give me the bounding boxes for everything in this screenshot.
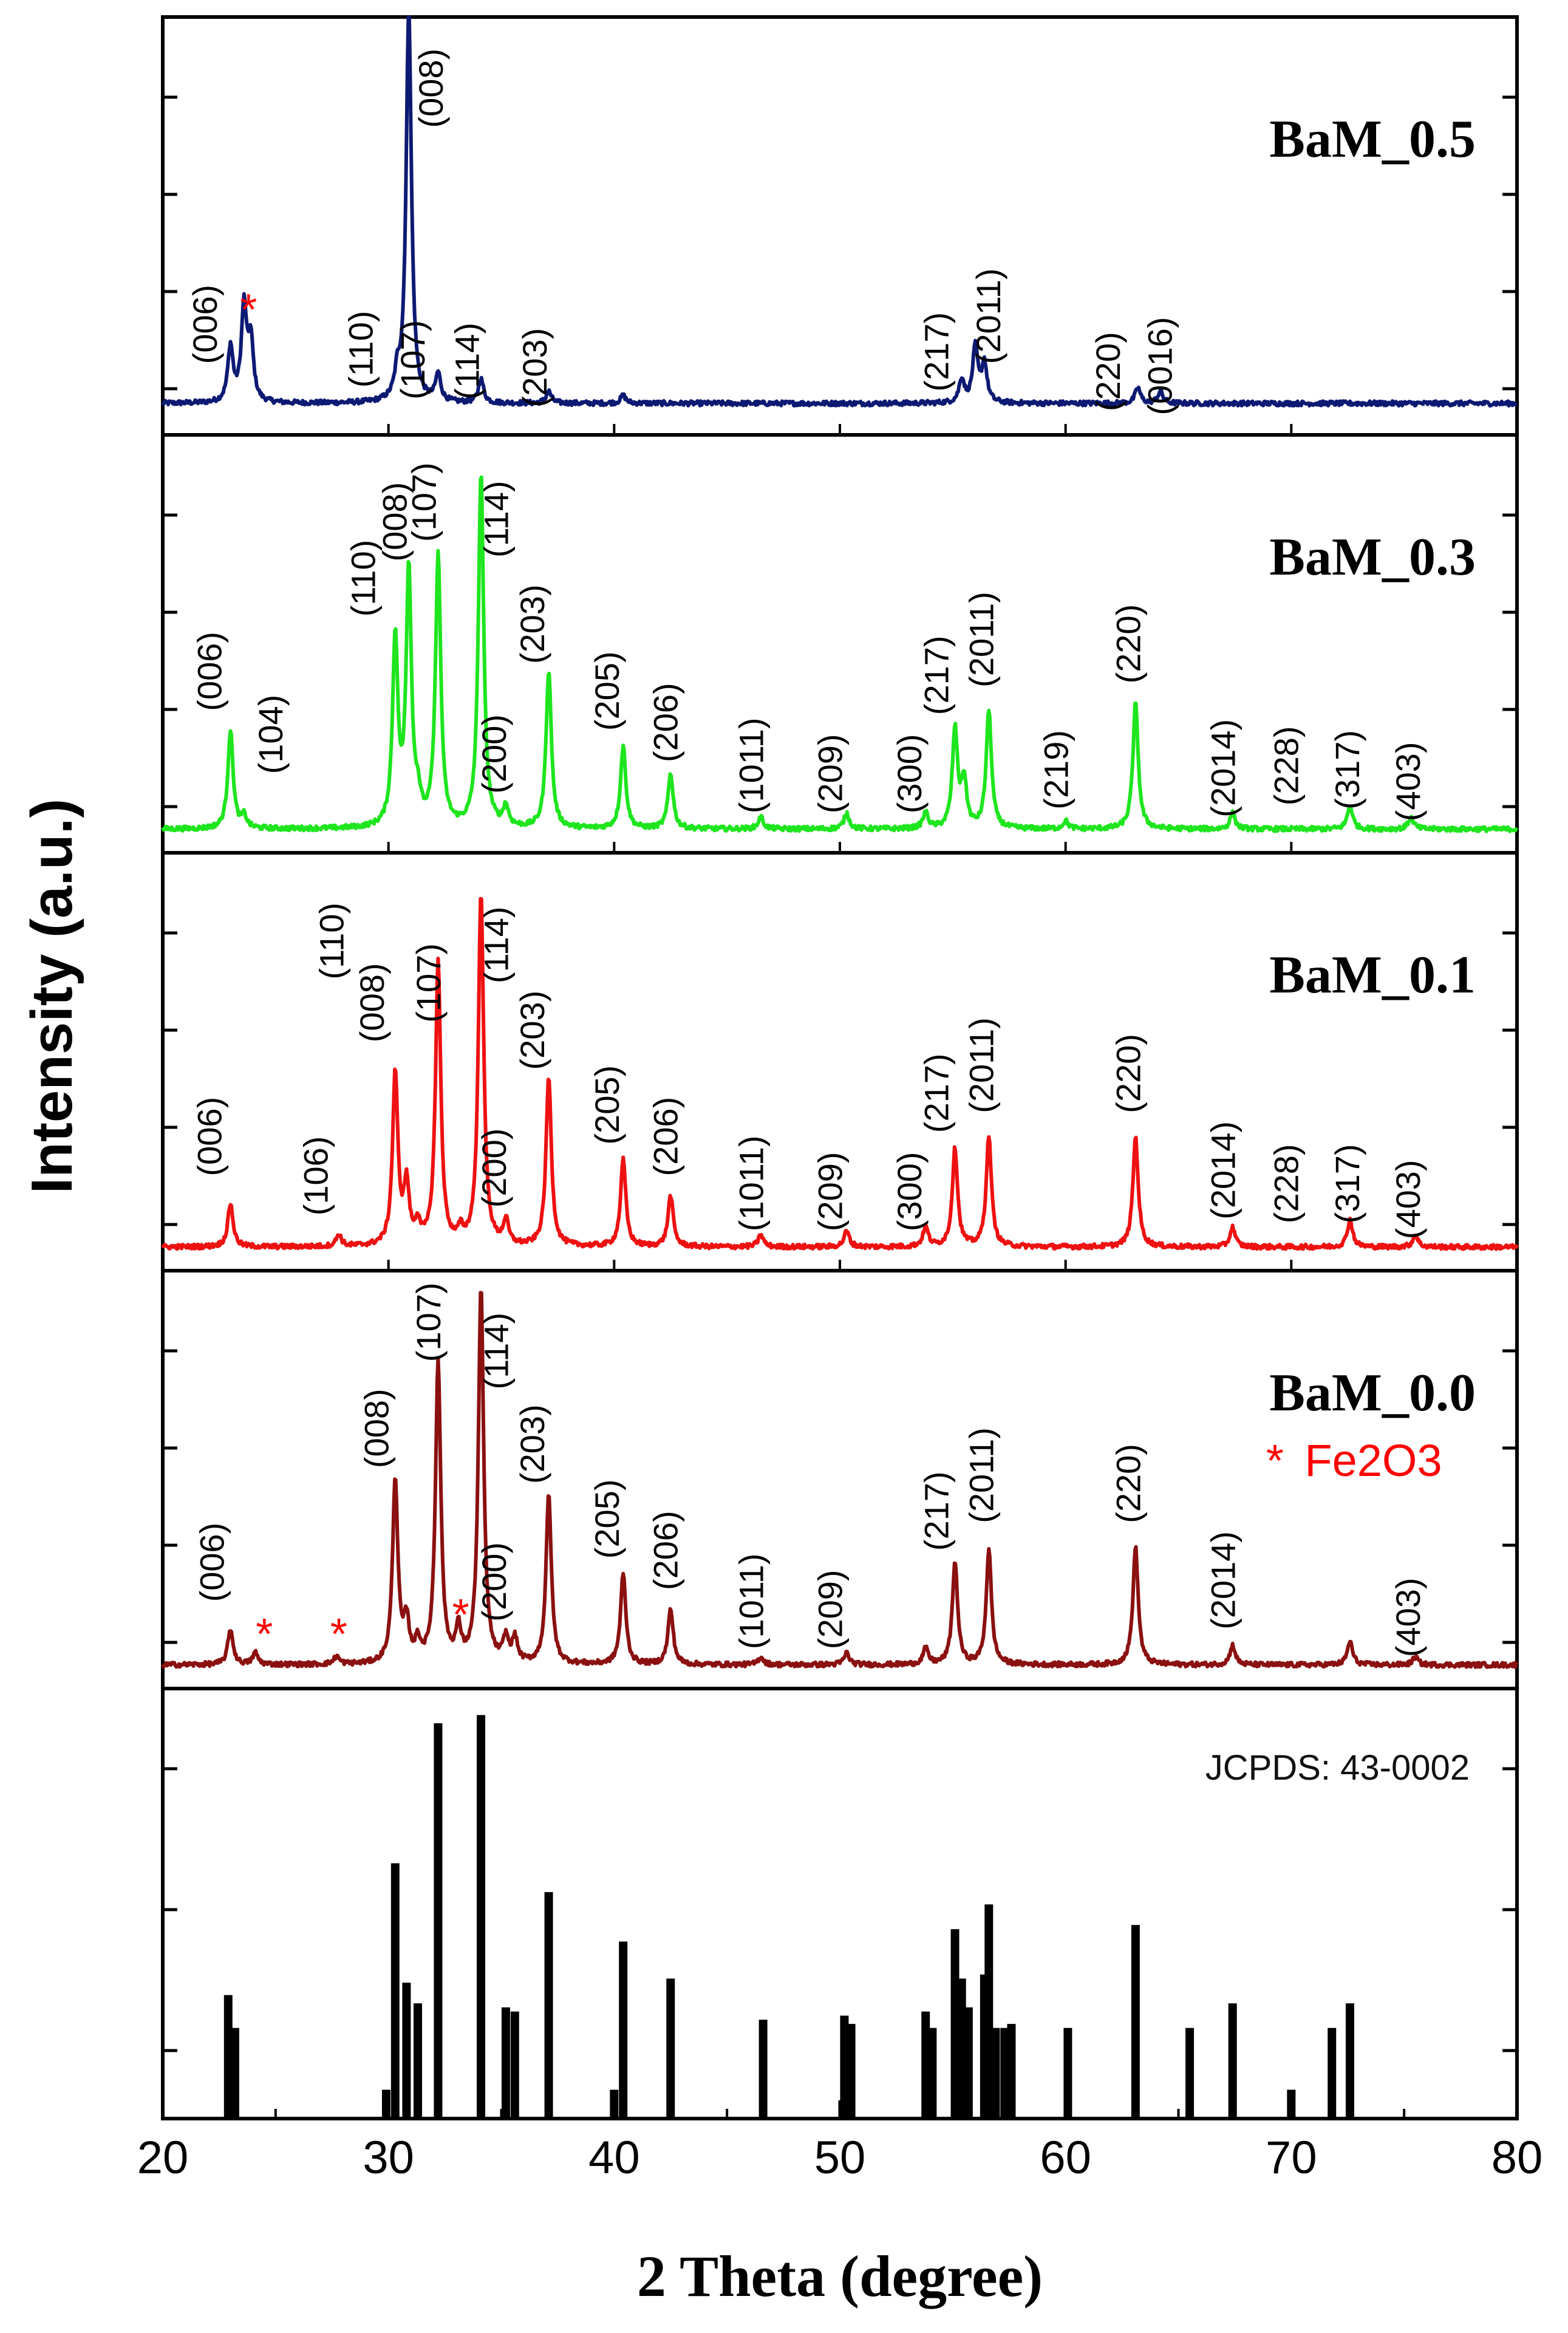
x-tick-label: 50 (814, 2132, 866, 2184)
miller-index-label: (114) (477, 480, 516, 558)
miller-index-label: (008) (412, 49, 450, 128)
miller-index-label: (1011) (732, 1553, 771, 1649)
miller-index-label: (008) (375, 482, 414, 562)
miller-index-label: (104) (251, 695, 290, 774)
fe2o3-marker: * (240, 286, 257, 335)
miller-index-label: (203) (513, 1404, 551, 1484)
x-tick-label: 30 (363, 2132, 414, 2184)
xrd-trace-bam01 (161, 897, 1519, 1251)
y-axis-title: Intensity (a.u.) (19, 799, 84, 1194)
miller-index-label: (006) (191, 1097, 229, 1177)
reference-pattern (223, 1715, 1354, 2119)
miller-index-label: (317) (1328, 1144, 1366, 1223)
miller-index-label: (317) (1328, 730, 1366, 810)
miller-index-label: (217) (917, 312, 955, 392)
x-tick-label: 20 (137, 2132, 189, 2184)
miller-index-label: (300) (890, 734, 929, 813)
y-ticks-left (163, 95, 177, 2052)
miller-index-label: (203) (513, 991, 551, 1070)
miller-index-label: (206) (646, 1511, 684, 1590)
miller-index-label: (217) (917, 1471, 955, 1551)
miller-index-label: (220) (1089, 332, 1127, 411)
miller-index-label: (206) (646, 683, 684, 762)
miller-index-label: (110) (342, 311, 380, 388)
miller-index-label: (209) (811, 1152, 850, 1231)
x-axis-ticks: 20 30 40 50 60 70 80 (137, 424, 1543, 2184)
miller-index-label: (107) (394, 320, 432, 400)
fe2o3-marker: * (256, 1610, 273, 1659)
peak-labels: (006) *(110)(008)(107) (114) (203) (217) (201… (186, 49, 1427, 1659)
fe2o3-marker: * (330, 1610, 347, 1659)
miller-index-label: (110) (344, 540, 382, 617)
miller-index-label: (228) (1267, 726, 1306, 805)
miller-index-label: (2014) (1204, 1121, 1242, 1220)
miller-index-label: (2011) (963, 1427, 1001, 1523)
miller-index-label: (203) (513, 584, 551, 664)
miller-index-label: (2011) (963, 1017, 1001, 1113)
miller-index-label: (403) (1389, 742, 1427, 821)
miller-index-label: (228) (1267, 1144, 1306, 1223)
miller-index-label: (203) (516, 328, 554, 408)
miller-index-label: (300) (890, 1152, 929, 1231)
miller-index-label: (403) (1389, 1577, 1427, 1657)
fe2o3-legend: * Fe2O3 (1266, 1435, 1442, 1486)
miller-index-label: (220) (1109, 1444, 1147, 1523)
miller-index-label: (209) (811, 734, 850, 813)
legend-star-marker: * (1266, 1435, 1284, 1486)
panel-title-bam05: BaM_0.5 (1269, 110, 1476, 169)
x-axis-title: 2 Theta (degree) (637, 2244, 1043, 2309)
x-tick-label: 40 (588, 2132, 640, 2184)
miller-index-label: (114) (477, 1313, 516, 1390)
miller-index-label: (403) (1389, 1160, 1427, 1239)
miller-index-label: (200) (475, 714, 513, 794)
fe2o3-marker: * (452, 1591, 469, 1639)
miller-index-label: (2011) (969, 268, 1007, 364)
miller-index-label: (008) (353, 963, 391, 1042)
miller-index-label: (220) (1109, 1034, 1147, 1113)
xrd-trace-bam05 (161, 15, 1518, 408)
miller-index-label: (200) (475, 1542, 513, 1622)
miller-index-label: (008) (358, 1389, 396, 1468)
miller-index-label: (2014) (1204, 1531, 1242, 1630)
panel-title-bam01: BaM_0.1 (1269, 946, 1476, 1005)
miller-index-label: (006) (191, 632, 229, 711)
miller-index-label: (107) (409, 943, 448, 1023)
y-ticks-right (1502, 95, 1517, 2052)
xrd-trace-bam03 (161, 475, 1519, 833)
miller-index-label: (106) (296, 1136, 335, 1216)
x-tick-label: 80 (1491, 2132, 1543, 2184)
panel-title-bam03: BaM_0.3 (1269, 528, 1476, 587)
miller-index-label: (205) (588, 651, 626, 731)
miller-index-label: (110) (312, 903, 350, 980)
panel-title-bam00: BaM_0.0 (1269, 1364, 1476, 1423)
xrd-trace-bam00 (161, 1291, 1519, 1669)
reference-label: JCPDS: 43-0002 (1205, 1748, 1470, 1788)
miller-index-label: (209) (811, 1570, 850, 1649)
miller-index-label: (107) (409, 1282, 448, 1362)
x-tick-label: 60 (1040, 2132, 1091, 2184)
miller-index-label: (1011) (732, 717, 771, 813)
miller-index-label: (205) (588, 1065, 626, 1145)
miller-index-label: (107) (405, 462, 443, 542)
miller-index-label: (220) (1109, 604, 1147, 684)
miller-index-label: (200) (475, 1129, 513, 1208)
miller-index-label: (205) (588, 1479, 626, 1559)
miller-index-label: (2014) (1204, 719, 1242, 818)
miller-index-label: (217) (917, 635, 955, 715)
miller-index-label: (217) (917, 1053, 955, 1133)
legend-label: Fe2O3 (1304, 1435, 1442, 1486)
miller-index-label: (114) (448, 323, 486, 400)
miller-index-label: (0016) (1140, 317, 1179, 415)
miller-index-label: (206) (646, 1097, 684, 1177)
miller-index-label: (006) (186, 285, 224, 364)
miller-index-label: (114) (477, 906, 516, 983)
diffraction-patterns (161, 15, 1519, 1669)
x-tick-label: 70 (1266, 2132, 1317, 2184)
miller-index-label: (1011) (732, 1135, 771, 1231)
miller-index-label: (2011) (963, 592, 1001, 688)
miller-index-label: (006) (193, 1523, 231, 1602)
miller-index-label: (219) (1037, 730, 1075, 810)
